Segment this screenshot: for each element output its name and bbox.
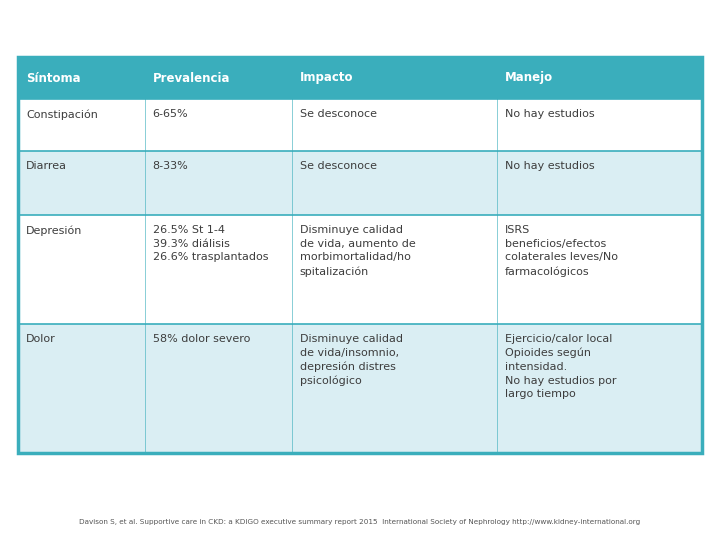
Bar bbox=[18, 215, 702, 324]
Text: Diarrea: Diarrea bbox=[26, 160, 67, 171]
Bar bbox=[18, 99, 702, 151]
Text: Constipación: Constipación bbox=[26, 109, 98, 119]
Text: Disminuye calidad
de vida, aumento de
morbimortalidad/ho
spitalización: Disminuye calidad de vida, aumento de mo… bbox=[300, 225, 415, 276]
Text: 6-65%: 6-65% bbox=[153, 109, 188, 119]
Bar bbox=[18, 57, 702, 453]
Text: Disminuye calidad
de vida/insomnio,
depresión distres
psicológico: Disminuye calidad de vida/insomnio, depr… bbox=[300, 334, 402, 386]
Text: Dolor: Dolor bbox=[26, 334, 55, 344]
Bar bbox=[18, 324, 702, 453]
Text: 58% dolor severo: 58% dolor severo bbox=[153, 334, 250, 344]
Bar bbox=[18, 151, 702, 215]
Text: Prevalencia: Prevalencia bbox=[153, 71, 230, 84]
Bar bbox=[18, 57, 702, 99]
Text: Manejo: Manejo bbox=[505, 71, 553, 84]
Text: 8-33%: 8-33% bbox=[153, 160, 189, 171]
Text: Se desconoce: Se desconoce bbox=[300, 109, 377, 119]
Text: Impacto: Impacto bbox=[300, 71, 353, 84]
Text: ISRS
beneficios/efectos
colaterales leves/No
farmacológicos: ISRS beneficios/efectos colaterales leve… bbox=[505, 225, 618, 276]
Text: Se desconoce: Se desconoce bbox=[300, 160, 377, 171]
Text: No hay estudios: No hay estudios bbox=[505, 109, 595, 119]
Text: Síntoma: Síntoma bbox=[26, 71, 81, 84]
Text: Depresión: Depresión bbox=[26, 225, 82, 235]
Text: No hay estudios: No hay estudios bbox=[505, 160, 595, 171]
Text: 26.5% St 1-4
39.3% diálisis
26.6% trasplantados: 26.5% St 1-4 39.3% diálisis 26.6% traspl… bbox=[153, 225, 268, 262]
Text: Ejercicio/calor local
Opioides según
intensidad.
No hay estudios por
largo tiemp: Ejercicio/calor local Opioides según int… bbox=[505, 334, 616, 399]
Text: Davison S, et al. Supportive care in CKD: a KDIGO executive summary report 2015 : Davison S, et al. Supportive care in CKD… bbox=[79, 519, 641, 525]
